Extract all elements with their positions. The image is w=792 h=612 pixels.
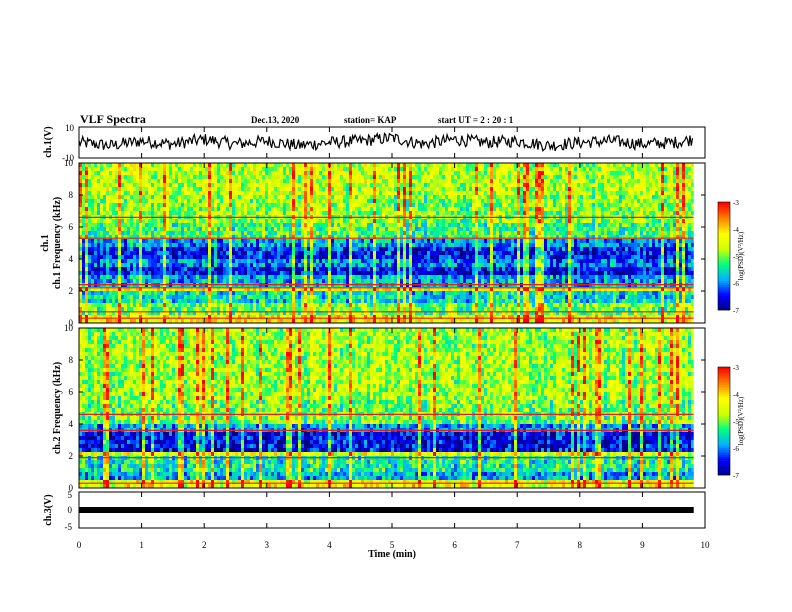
colorbar-tick-label: -6 (733, 280, 739, 288)
ch1-ylabel-line: ch.1 (40, 234, 51, 252)
frequency-tick-label: 0 (69, 483, 74, 493)
colorbar-tick-label: -3 (733, 364, 739, 372)
figure-station: station= KAP (344, 115, 397, 125)
time-tick-label: 8 (578, 540, 583, 550)
frequency-tick-label: 8 (69, 190, 74, 200)
ch1-spectrogram-yticks: 0 2 4 6 8 10 ch.1 Frequency (kHz) (52, 158, 705, 328)
frequency-tick-label: 4 (69, 254, 74, 264)
frequency-tick-label: 8 (69, 355, 74, 365)
colorbar-tick-label: -5 (733, 253, 739, 261)
frequency-tick-label: 6 (69, 387, 74, 397)
ch1-ytick-top: 10 (65, 123, 75, 133)
frequency-tick-label: 10 (64, 323, 74, 333)
colorbar-tick-label: -3 (733, 199, 739, 207)
ch1-spectrogram-ylabel: ch.1 (40, 234, 51, 252)
colorbar-tick-label: -7 (733, 472, 739, 480)
figure-start-time: start UT = 2 : 20 : 1 (438, 115, 514, 125)
time-tick-label: 7 (515, 540, 520, 550)
ch3-ytick-top: 5 (68, 490, 73, 500)
ch2-spectrogram-panel: 0 2 4 6 8 10 ch.2 Frequency (kHz) (52, 323, 706, 493)
ch1-ytick-bottom: -10 (62, 153, 74, 163)
time-tick-label: 5 (390, 540, 395, 550)
ch1-waveform-ylabel: ch.1(V) (43, 126, 54, 157)
time-tick-label: 10 (701, 540, 711, 550)
colorbar-tick-label: -7 (733, 307, 739, 315)
ch1-spectrogram-panel: 0 2 4 6 8 10 ch.1 Frequency (kHz) ch.1 (40, 158, 706, 328)
ch3-ytick-bottom: -5 (65, 522, 73, 532)
ch1-spectrogram-image (79, 163, 705, 324)
frequency-tick-label: 2 (69, 286, 74, 296)
ch3-waveform-panel: 5 0 -5 ch.3(V) (43, 490, 706, 532)
time-tick-label: 6 (452, 540, 457, 550)
time-tick-label: 3 (265, 540, 270, 550)
ch3-ytick-mid: 0 (68, 505, 73, 515)
frequency-tick-label: 4 (69, 419, 74, 429)
colorbar-tick-label: -5 (733, 418, 739, 426)
frequency-tick-label: 10 (64, 158, 74, 168)
time-axis-label: Time (min) (368, 549, 416, 560)
colorbar-label: log(PSD)(V²/Hz) (737, 396, 745, 445)
frequency-tick-label: 0 (69, 318, 74, 328)
ch1-waveform-panel: 10 -10 ch.1(V) (43, 123, 706, 163)
figure-date: Dec.13, 2020 (251, 115, 300, 125)
time-tick-label: 9 (640, 540, 645, 550)
time-tick-label: 4 (327, 540, 332, 550)
colorbar-tick-label: -6 (733, 445, 739, 453)
time-axis-ticks: 0 1 2 3 4 5 6 7 8 9 10 (77, 127, 710, 550)
colorbar-tick-label: -4 (733, 226, 739, 234)
ch2-spectrogram-yticks: 0 2 4 6 8 10 ch.2 Frequency (kHz) (52, 323, 705, 493)
colorbar-tick-label: -4 (733, 391, 739, 399)
colorbar-label: log(PSD)(V²/Hz) (737, 231, 745, 280)
frequency-axis-label: ch.2 Frequency (kHz) (52, 362, 63, 454)
ch3-waveform-ylabel: ch.3(V) (43, 494, 54, 525)
ch2-colorbar: -3 -4 -5 -6 -7 log(PSD)(V²/Hz) (717, 364, 745, 480)
ch1-colorbar: -3 -4 -5 -6 -7 log(PSD)(V²/Hz) (717, 199, 745, 315)
time-tick-label: 0 (77, 540, 82, 550)
frequency-tick-label: 6 (69, 222, 74, 232)
time-tick-label: 2 (202, 540, 207, 550)
ch1-waveform-trace (78, 131, 694, 153)
figure-title: VLF Spectra (80, 112, 146, 126)
frequency-tick-label: 2 (69, 451, 74, 461)
time-tick-label: 1 (139, 540, 144, 550)
frequency-axis-label: ch.1 Frequency (kHz) (52, 197, 63, 289)
ch2-spectrogram-image (79, 328, 705, 489)
